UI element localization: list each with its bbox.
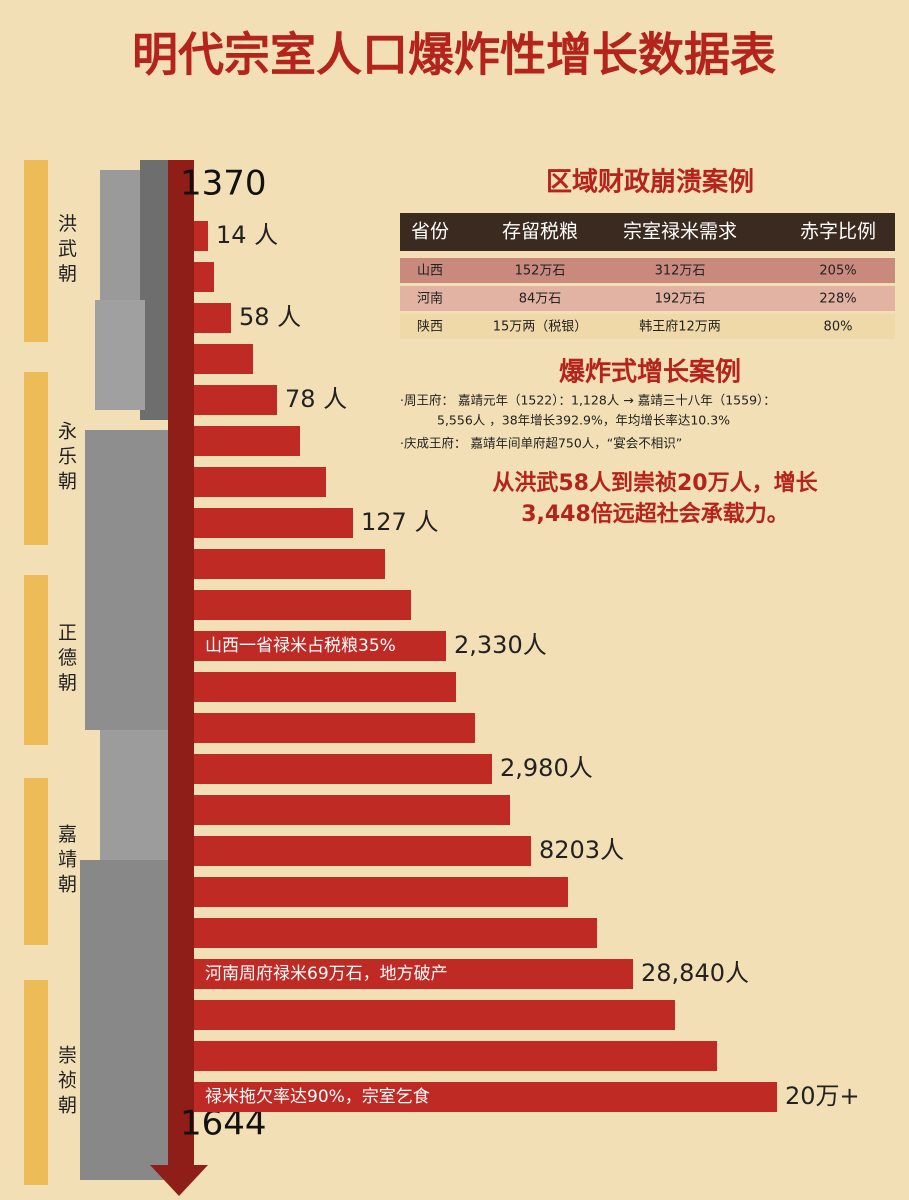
bar	[194, 590, 411, 620]
table-row	[400, 314, 895, 339]
growth-title: 爆炸式增长案例	[559, 357, 741, 388]
bar	[194, 713, 475, 743]
conclusion: 3,448倍远超社会承载力。	[521, 501, 789, 527]
era-bar	[24, 575, 48, 745]
growth-case: ·庆成王府： 嘉靖年间单府超750人，“宴会不相识”	[400, 436, 682, 451]
timeline-stem	[168, 160, 194, 1165]
bar-label: 20万+	[785, 1082, 860, 1110]
table-cell: 河南	[417, 291, 443, 307]
bar	[194, 918, 597, 948]
era-label: 正德朝	[55, 623, 77, 698]
bar-note: 山西一省禄米占税粮35%	[205, 636, 396, 656]
era-label: 永乐朝	[55, 421, 77, 496]
era-label: 洪武朝	[55, 213, 77, 288]
bar	[194, 1041, 717, 1071]
bar-label: 8203人	[539, 836, 624, 864]
era-label: 崇祯朝	[55, 1045, 77, 1120]
bar-label: 2,330人	[454, 631, 547, 659]
bar-label: 127 人	[361, 508, 438, 536]
table-row	[400, 286, 895, 311]
bar	[194, 385, 277, 415]
bar-note: 河南周府禄米69万石，地方破产	[205, 964, 448, 984]
era-bar	[24, 372, 48, 545]
bar	[194, 672, 456, 702]
table-cell: 312万石	[655, 264, 706, 279]
table-row	[400, 258, 895, 283]
era-bar	[24, 778, 48, 945]
bar	[194, 467, 326, 497]
table-header	[400, 213, 895, 251]
table-cell: 228%	[819, 292, 856, 307]
start-year: 1370	[180, 164, 267, 204]
bar-label: 58 人	[239, 303, 301, 331]
table-cell: 192万石	[655, 292, 706, 307]
table-cell: 80%	[824, 320, 853, 335]
table-cell: 152万石	[515, 264, 566, 279]
bar	[194, 877, 568, 907]
bar-label: 28,840人	[641, 959, 749, 987]
growth-case: ·周王府： 嘉靖元年（1522）：1,128人 → 嘉靖三十八年（1559）：	[400, 393, 776, 408]
timeline-arrow	[150, 1165, 208, 1196]
era-label: 嘉靖朝	[55, 824, 77, 899]
bar-note: 禄米拖欠率达90%，宗室乞食	[205, 1087, 430, 1107]
bar	[194, 959, 633, 989]
bar	[194, 221, 208, 251]
era-bar	[24, 160, 48, 342]
bar	[194, 303, 231, 333]
bar-label: 2,980人	[500, 754, 593, 782]
conclusion: 从洪武58人到崇祯20万人，增长	[492, 470, 818, 496]
bar	[194, 508, 353, 538]
fiscal-title: 区域财政崩溃案例	[546, 167, 754, 198]
buildings	[80, 160, 168, 1180]
table-cell: 84万石	[519, 292, 562, 307]
bar-label: 14 人	[216, 221, 278, 249]
bar	[194, 344, 253, 374]
bar	[194, 631, 446, 661]
bar	[194, 1082, 777, 1112]
title: 明代宗室人口爆炸性增长数据表	[132, 28, 776, 82]
bar	[194, 754, 492, 784]
table-header-cell: 宗室禄米需求	[623, 221, 737, 243]
table-cell: 韩王府12万两	[639, 320, 721, 335]
bar	[194, 549, 385, 579]
bar	[194, 1000, 675, 1030]
bar	[194, 795, 510, 825]
bar	[194, 262, 214, 292]
era-bar	[24, 980, 48, 1185]
fiscal-table: 区域财政崩溃案例	[400, 167, 895, 251]
table-header-cell: 存留税粮	[502, 221, 578, 243]
table-cell: 山西	[417, 264, 443, 279]
bar-label: 78 人	[285, 385, 347, 413]
bar	[194, 426, 300, 456]
table-header-cell: 省份	[411, 221, 449, 243]
growth-case: 5,556人 ，38年增长392.9%，年均增长率达10.3%	[437, 413, 730, 428]
table-cell: 陕西	[417, 320, 443, 335]
table-header-cell: 赤字比例	[800, 221, 876, 243]
bar	[194, 836, 531, 866]
table-cell: 205%	[819, 264, 856, 279]
table-cell: 15万两（税银）	[493, 320, 588, 335]
